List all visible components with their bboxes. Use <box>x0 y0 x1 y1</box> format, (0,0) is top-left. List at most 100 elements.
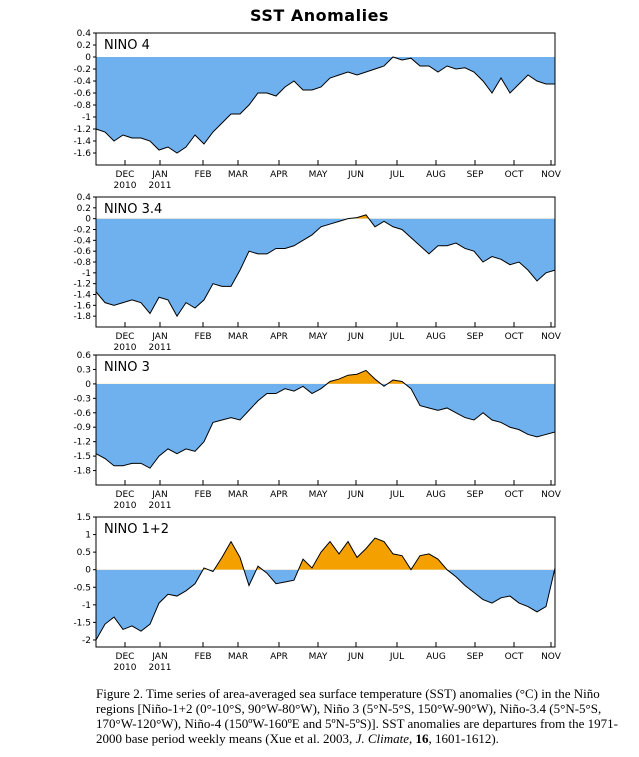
x-tick-label-may: MAY <box>309 332 328 342</box>
x-year-label: 2010 <box>114 501 137 511</box>
x-tick-label-oct: OCT <box>505 332 524 342</box>
x-tick-label-may: MAY <box>309 652 328 662</box>
y-tick-label: -0.6 <box>73 409 91 419</box>
x-tick-label-feb: FEB <box>194 170 211 180</box>
x-tick-label-apr: APR <box>270 170 288 180</box>
x-tick-label-mar: MAR <box>228 652 248 662</box>
x-tick-label-mar: MAR <box>228 490 248 500</box>
y-tick-label: -1.4 <box>73 291 91 301</box>
anomaly-series-line <box>95 369 556 469</box>
x-tick-label-dec: DEC <box>116 652 135 662</box>
x-tick-label-nov: NOV <box>541 490 562 500</box>
y-tick-label: 1 <box>85 531 91 541</box>
y-tick-label: 0.2 <box>77 41 91 51</box>
x-tick-label-jul: JUL <box>389 652 404 662</box>
caption-text-2: , <box>409 731 416 746</box>
x-tick-label-sep: SEP <box>467 652 484 662</box>
y-tick-label: 0.4 <box>77 29 92 39</box>
x-tick-label-jun: JUN <box>347 652 364 662</box>
x-tick-label-feb: FEB <box>194 332 211 342</box>
y-tick-label: 1.5 <box>77 513 91 523</box>
chart-panel-nino-1-2: 1.5 1 0.5 0 -0.5 -1 -1.5 -2 DEC JAN FEB MAR APR MAY JU… <box>73 513 561 673</box>
negative-anomaly-area <box>96 383 555 469</box>
y-tick-label: 0.3 <box>77 365 91 375</box>
y-tick-label: -1.4 <box>73 137 91 147</box>
x-tick-label-jan: JAN <box>151 490 167 500</box>
x-tick-label-nov: NOV <box>541 170 562 180</box>
caption-volume: 16 <box>415 731 429 746</box>
x-tick-label-jun: JUN <box>347 170 364 180</box>
figure-caption: Figure 2. Time series of area-averaged s… <box>96 686 636 746</box>
x-tick-label-may: MAY <box>309 490 328 500</box>
x-year-label: 2011 <box>149 181 172 191</box>
chart-panel-nino-3-4: 0.40.20-0.2-0.4-0.6-0.8-1-1.2-1.4-1.6-1.… <box>73 193 561 353</box>
x-tick-label-aug: AUG <box>426 332 446 342</box>
caption-text: Figure 2. Time series of area-averaged s… <box>96 686 618 746</box>
x-tick-label-nov: NOV <box>541 652 562 662</box>
y-tick-label: -0.8 <box>73 101 91 111</box>
y-tick-label: 0 <box>85 215 91 225</box>
caption-pages: , 1601-1612). <box>428 731 499 746</box>
x-tick-label-sep: SEP <box>467 170 484 180</box>
y-tick-label: -1.2 <box>73 125 91 135</box>
x-tick-label-apr: APR <box>270 652 288 662</box>
x-tick-label-dec: DEC <box>116 332 135 342</box>
y-tick-label: -0.4 <box>73 236 91 246</box>
y-tick-label: -1.8 <box>73 467 91 477</box>
y-tick-label: -0.2 <box>73 65 91 75</box>
anomaly-series-line <box>95 56 555 154</box>
x-tick-label-aug: AUG <box>426 652 446 662</box>
y-tick-label: -0.6 <box>73 89 91 99</box>
y-tick-label: -0.4 <box>73 77 91 87</box>
x-tick-label-sep: SEP <box>467 490 484 500</box>
plot-frame <box>95 32 556 166</box>
y-tick-label: -1.2 <box>73 438 91 448</box>
x-tick-label-mar: MAR <box>228 332 248 342</box>
x-tick-label-oct: OCT <box>505 490 524 500</box>
panel-label: NINO 4 <box>104 38 150 53</box>
y-tick-label: 0.5 <box>77 548 91 558</box>
y-tick-label: -2 <box>82 636 91 646</box>
x-tick-label-jun: JUN <box>347 490 364 500</box>
x-tick-label-aug: AUG <box>426 170 446 180</box>
y-tick-label: -0.5 <box>73 583 91 593</box>
x-tick-label-dec: DEC <box>116 170 135 180</box>
x-tick-label-may: MAY <box>309 170 328 180</box>
y-tick-label: -1 <box>82 113 91 123</box>
chart-panel-nino-3: 0.6 0.3 0 -0.3 -0.6 -0.9 -1.2 -1.5 -1.8 DEC JAN FEB… <box>73 351 561 511</box>
x-tick-label-jul: JUL <box>389 170 404 180</box>
x-tick-label-dec: DEC <box>116 490 135 500</box>
caption-journal: J. Climate <box>355 731 409 746</box>
y-tick-label: -1.5 <box>73 618 91 628</box>
x-tick-label-jan: JAN <box>151 652 167 662</box>
x-tick-label-aug: AUG <box>426 490 446 500</box>
x-tick-label-jul: JUL <box>389 490 404 500</box>
x-tick-label-jun: JUN <box>347 332 364 342</box>
y-tick-label: -1.5 <box>73 452 91 462</box>
x-tick-label-jan: JAN <box>151 332 167 342</box>
y-tick-label: -1 <box>82 601 91 611</box>
chart-panel-nino-4: 0.4 0.2 0 -0.2 -0.4 -0.6 -0.8 -1 -1.2 -1.4 -1.6 DEC… <box>73 29 561 191</box>
y-tick-label: 0 <box>85 53 91 63</box>
y-tick-label: -1.6 <box>73 301 91 311</box>
y-tick-label: -0.9 <box>73 423 91 433</box>
x-year-label: 2011 <box>149 343 172 353</box>
panel-label: NINO 3.4 <box>104 202 162 217</box>
x-year-label: 2011 <box>149 663 172 673</box>
panel-label: NINO 3 <box>104 360 150 375</box>
negative-anomaly-area <box>96 218 555 317</box>
x-tick-label-apr: APR <box>270 490 288 500</box>
plot-frame <box>95 354 556 486</box>
x-tick-label-sep: SEP <box>467 332 484 342</box>
negative-anomaly-area <box>96 569 555 640</box>
y-tick-label: -1.6 <box>73 149 91 159</box>
x-year-label: 2011 <box>149 501 172 511</box>
y-tick-label: 0.2 <box>77 204 91 214</box>
y-tick-label: -1.8 <box>73 312 91 322</box>
y-tick-label: -0.8 <box>73 258 91 268</box>
y-tick-label: -1 <box>82 269 91 279</box>
x-tick-label-jan: JAN <box>151 170 167 180</box>
y-tick-label: -1.2 <box>73 280 91 290</box>
y-tick-label: 0 <box>85 380 91 390</box>
